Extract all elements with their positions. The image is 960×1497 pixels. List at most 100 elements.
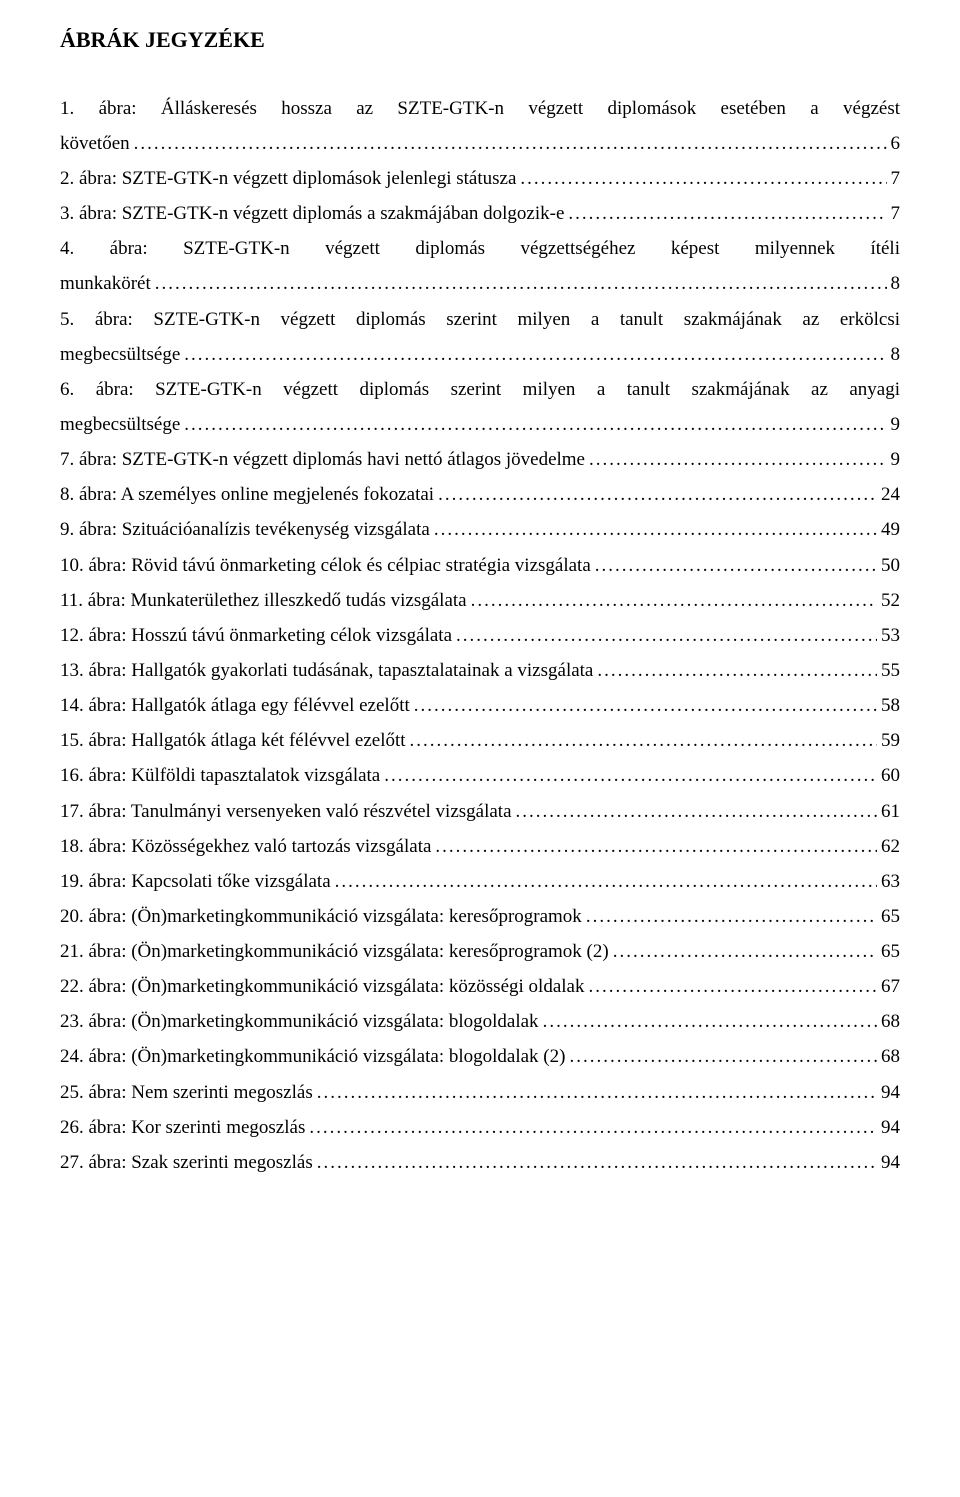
toc-entry: 16. ábra: Külföldi tapasztalatok vizsgál… [60,758,900,793]
toc-leader-dots [452,618,877,653]
toc-text: 23. ábra: (Ön)marketingkommunikáció vizs… [60,1004,539,1039]
toc-text: 11. ábra: Munkaterülethez illeszkedő tud… [60,583,467,618]
toc-entry: 14. ábra: Hallgatók átlaga egy félévvel … [60,688,900,723]
toc-leader-dots [151,266,887,301]
toc-text: 22. ábra: (Ön)marketingkommunikáció vizs… [60,969,584,1004]
toc-page-number: 65 [877,899,900,934]
figures-toc: 1. ábra: Álláskeresés hossza az SZTE-GTK… [60,91,900,1180]
toc-entry: 5. ábra: SZTE-GTK-n végzett diplomás sze… [60,302,900,372]
toc-leader-dots [180,407,886,442]
toc-page-number: 63 [877,864,900,899]
toc-page-number: 6 [887,126,901,161]
toc-text: 27. ábra: Szak szerinti megoszlás [60,1145,313,1180]
toc-page-number: 67 [877,969,900,1004]
toc-entry: 25. ábra: Nem szerinti megoszlás94 [60,1075,900,1110]
toc-leader-dots [434,477,877,512]
toc-entry-last-line: megbecsültsége 8 [60,337,900,372]
toc-page-number: 49 [877,512,900,547]
toc-leader-dots [331,864,877,899]
toc-page-number: 8 [887,337,901,372]
toc-text: 19. ábra: Kapcsolati tőke vizsgálata [60,864,331,899]
toc-text: 20. ábra: (Ön)marketingkommunikáció vizs… [60,899,582,934]
toc-page-number: 59 [877,723,900,758]
toc-text: 21. ábra: (Ön)marketingkommunikáció vizs… [60,934,609,969]
page-title: ÁBRÁK JEGYZÉKE [60,20,900,61]
toc-page-number: 94 [877,1110,900,1145]
toc-text: 18. ábra: Közösségekhez való tartozás vi… [60,829,431,864]
toc-entry: 15. ábra: Hallgatók átlaga két félévvel … [60,723,900,758]
toc-entry: 18. ábra: Közösségekhez való tartozás vi… [60,829,900,864]
toc-page-number: 68 [877,1004,900,1039]
toc-entry: 20. ábra: (Ön)marketingkommunikáció vizs… [60,899,900,934]
toc-leader-dots [410,688,877,723]
toc-entry: 17. ábra: Tanulmányi versenyeken való ré… [60,794,900,829]
toc-text: 8. ábra: A személyes online megjelenés f… [60,477,434,512]
toc-text: 3. ábra: SZTE-GTK-n végzett diplomás a s… [60,196,564,231]
toc-text: 12. ábra: Hosszú távú önmarketing célok … [60,618,452,653]
toc-text: 6. ábra: SZTE-GTK-n végzett diplomás sze… [60,372,900,407]
toc-text: 26. ábra: Kor szerinti megoszlás [60,1110,305,1145]
toc-leader-dots [585,442,887,477]
toc-leader-dots [565,1039,877,1074]
toc-leader-dots [313,1075,877,1110]
toc-text: 15. ábra: Hallgatók átlaga két félévvel … [60,723,406,758]
toc-text: 17. ábra: Tanulmányi versenyeken való ré… [60,794,512,829]
toc-leader-dots [130,126,887,161]
toc-entry-last-line: megbecsültsége 9 [60,407,900,442]
toc-leader-dots [516,161,886,196]
toc-text: 7. ábra: SZTE-GTK-n végzett diplomás hav… [60,442,585,477]
toc-text: 4. ábra: SZTE-GTK-n végzett diplomás vég… [60,231,900,266]
toc-text: követően [60,126,130,161]
toc-page-number: 53 [877,618,900,653]
toc-page-number: 9 [887,407,901,442]
toc-entry: 4. ábra: SZTE-GTK-n végzett diplomás vég… [60,231,900,301]
toc-entry: 3. ábra: SZTE-GTK-n végzett diplomás a s… [60,196,900,231]
toc-entry-last-line: követően 6 [60,126,900,161]
toc-text: 24. ábra: (Ön)marketingkommunikáció vizs… [60,1039,565,1074]
toc-leader-dots [180,337,886,372]
toc-text: 10. ábra: Rövid távú önmarketing célok é… [60,548,591,583]
toc-leader-dots [467,583,877,618]
toc-page-number: 7 [887,196,901,231]
toc-text: 1. ábra: Álláskeresés hossza az SZTE-GTK… [60,91,900,126]
toc-entry: 10. ábra: Rövid távú önmarketing célok é… [60,548,900,583]
toc-entry: 22. ábra: (Ön)marketingkommunikáció vizs… [60,969,900,1004]
toc-entry: 27. ábra: Szak szerinti megoszlás 94 [60,1145,900,1180]
toc-entry: 7. ábra: SZTE-GTK-n végzett diplomás hav… [60,442,900,477]
toc-page-number: 60 [877,758,900,793]
toc-page-number: 50 [877,548,900,583]
toc-page-number: 62 [877,829,900,864]
toc-page-number: 24 [877,477,900,512]
toc-leader-dots [380,758,877,793]
toc-entry: 21. ábra: (Ön)marketingkommunikáció vizs… [60,934,900,969]
toc-text: munkakörét [60,266,151,301]
toc-leader-dots [313,1145,877,1180]
toc-entry-last-line: munkakörét 8 [60,266,900,301]
toc-text: 14. ábra: Hallgatók átlaga egy félévvel … [60,688,410,723]
toc-page-number: 61 [877,794,900,829]
toc-leader-dots [431,829,877,864]
toc-entry: 2. ábra: SZTE-GTK-n végzett diplomások j… [60,161,900,196]
toc-page-number: 65 [877,934,900,969]
toc-page-number: 9 [887,442,901,477]
toc-entry: 11. ábra: Munkaterülethez illeszkedő tud… [60,583,900,618]
toc-text: 2. ábra: SZTE-GTK-n végzett diplomások j… [60,161,516,196]
toc-text: megbecsültsége [60,407,180,442]
toc-leader-dots [305,1110,877,1145]
toc-leader-dots [584,969,877,1004]
toc-entry: 1. ábra: Álláskeresés hossza az SZTE-GTK… [60,91,900,161]
toc-entry: 12. ábra: Hosszú távú önmarketing célok … [60,618,900,653]
toc-entry: 9. ábra: Szituációanalízis tevékenység v… [60,512,900,547]
toc-leader-dots [609,934,877,969]
toc-text: 16. ábra: Külföldi tapasztalatok vizsgál… [60,758,380,793]
toc-page-number: 8 [887,266,901,301]
toc-leader-dots [582,899,877,934]
toc-page-number: 94 [877,1145,900,1180]
toc-leader-dots [539,1004,877,1039]
toc-leader-dots [593,653,877,688]
toc-entry: 23. ábra: (Ön)marketingkommunikáció vizs… [60,1004,900,1039]
toc-entry: 19. ábra: Kapcsolati tőke vizsgálata 63 [60,864,900,899]
toc-text: 9. ábra: Szituációanalízis tevékenység v… [60,512,430,547]
toc-text: megbecsültsége [60,337,180,372]
toc-page-number: 55 [877,653,900,688]
